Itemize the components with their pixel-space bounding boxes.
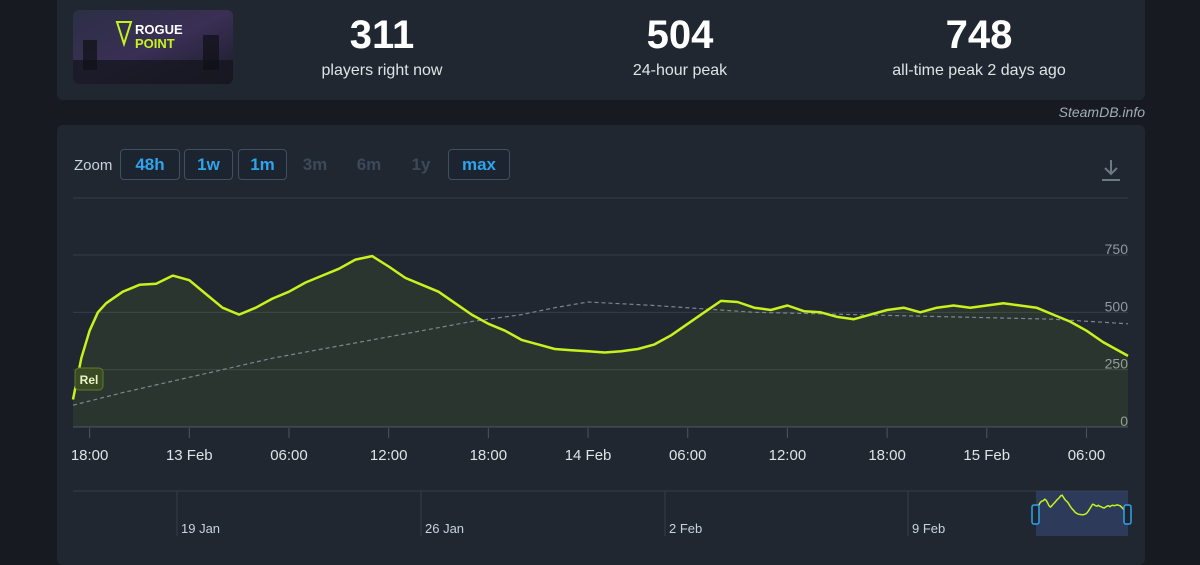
y-tick-label: 750 bbox=[1105, 241, 1129, 257]
day-peak-label: 24-hour peak bbox=[632, 62, 728, 79]
navigator-date-label: 26 Jan bbox=[425, 521, 464, 536]
current-players-stat: 311 players right now bbox=[232, 12, 532, 80]
all-time-peak-label: all-time peak 2 days ago bbox=[892, 62, 1066, 79]
y-tick-label: 500 bbox=[1105, 298, 1129, 314]
x-tick-label: 18:00 bbox=[868, 447, 906, 464]
day-peak-value: 504 bbox=[646, 13, 714, 57]
navigator-line bbox=[1035, 494, 1129, 525]
x-tick-label: 14 Feb bbox=[565, 447, 612, 464]
svg-text:ROGUE: ROGUE bbox=[135, 22, 183, 37]
zoom-label: Zoom bbox=[74, 157, 113, 174]
steamdb-credit[interactable]: SteamDB.info bbox=[1058, 104, 1145, 120]
x-tick-label: 13 Feb bbox=[166, 447, 213, 464]
x-tick-label: 18:00 bbox=[71, 447, 109, 464]
svg-text:POINT: POINT bbox=[135, 36, 175, 51]
release-annotation-label: Rel bbox=[80, 373, 99, 387]
all-time-peak-stat: 748 all-time peak 2 days ago bbox=[829, 12, 1129, 80]
all-time-peak-value: 748 bbox=[945, 13, 1013, 57]
navigator-date-label: 19 Jan bbox=[181, 521, 220, 536]
stats-panel: ROGUE POINT 311 players right now 504 24… bbox=[57, 0, 1145, 100]
y-tick-label: 250 bbox=[1105, 356, 1129, 372]
download-icon[interactable] bbox=[1100, 158, 1122, 182]
x-tick-label: 06:00 bbox=[669, 447, 707, 464]
series-area bbox=[73, 256, 1128, 427]
zoom-1y-button[interactable]: 1y bbox=[411, 154, 431, 174]
navigator-range-selection[interactable] bbox=[1036, 491, 1128, 536]
navigator-left-handle[interactable] bbox=[1031, 504, 1040, 525]
zoom-max-button[interactable]: max bbox=[448, 149, 510, 180]
zoom-1w-button[interactable]: 1w bbox=[184, 149, 233, 180]
day-peak-stat: 504 24-hour peak bbox=[530, 12, 830, 80]
navigator-right-handle[interactable] bbox=[1123, 504, 1132, 525]
game-logo[interactable]: ROGUE POINT bbox=[73, 10, 233, 84]
zoom-48h-button[interactable]: 48h bbox=[120, 149, 180, 180]
y-tick-label: 0 bbox=[1120, 413, 1128, 429]
x-tick-label: 06:00 bbox=[270, 447, 308, 464]
navigator-date-label: 9 Feb bbox=[912, 521, 945, 536]
zoom-6m-button[interactable]: 6m bbox=[356, 154, 382, 174]
x-tick-label: 06:00 bbox=[1068, 447, 1106, 464]
zoom-1m-button[interactable]: 1m bbox=[238, 149, 287, 180]
x-tick-label: 18:00 bbox=[470, 447, 508, 464]
release-annotation[interactable]: Rel bbox=[74, 367, 104, 391]
navigator-date-label: 2 Feb bbox=[669, 521, 702, 536]
player-count-line[interactable] bbox=[71, 254, 1129, 400]
current-players-label: players right now bbox=[321, 62, 443, 79]
x-tick-label: 15 Feb bbox=[963, 447, 1010, 464]
navigator[interactable]: 19 Jan 26 Jan 2 Feb 9 Feb bbox=[73, 490, 1132, 536]
x-tick-label: 12:00 bbox=[769, 447, 807, 464]
zoom-3m-button[interactable]: 3m bbox=[302, 154, 328, 174]
current-players-value: 311 bbox=[349, 13, 415, 57]
x-tick-label: 12:00 bbox=[370, 447, 408, 464]
